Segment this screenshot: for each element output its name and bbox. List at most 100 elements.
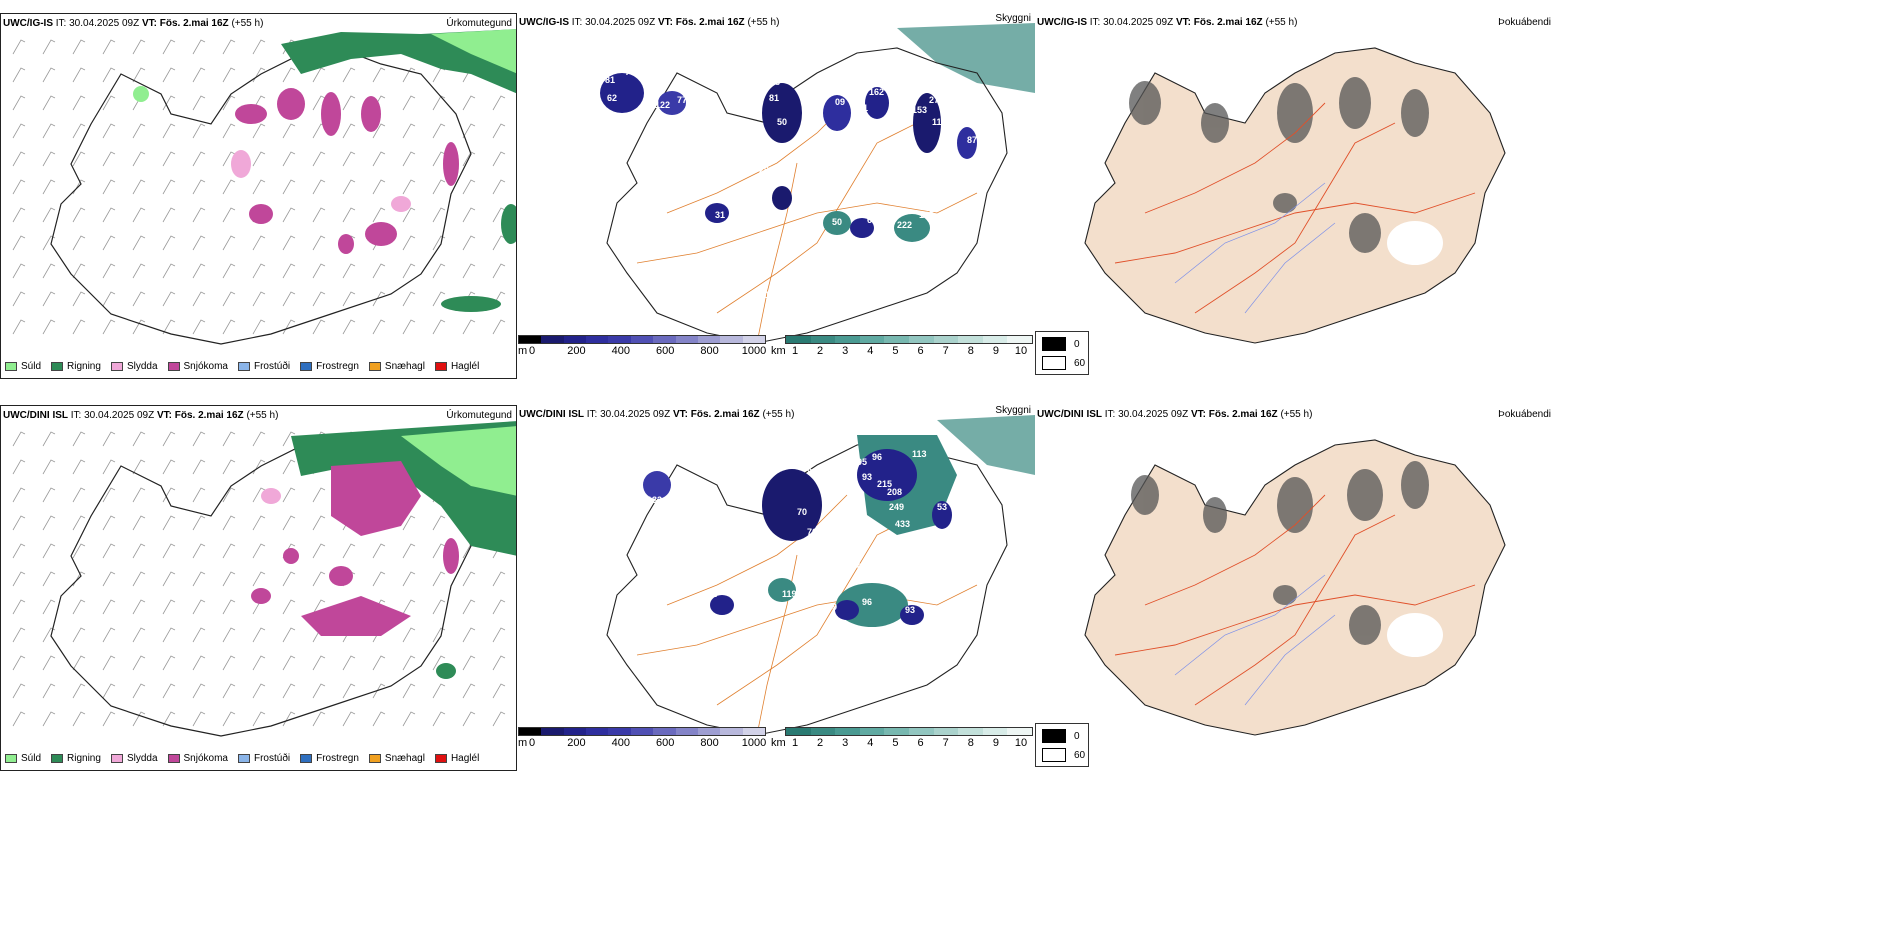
- scale-segment: [742, 728, 765, 735]
- wind-barb: [162, 151, 176, 167]
- wind-barb: [42, 179, 56, 195]
- ceiling-scale: 0 200 400 600 800 1000: [518, 335, 766, 365]
- ceiling-label: 96: [862, 597, 872, 607]
- precip-legend: Súld Rigning Slydda Snjókoma Frostúði Frostre…: [5, 753, 479, 764]
- legend-swatch: [51, 754, 64, 763]
- wind-barb: [252, 179, 266, 195]
- scale-tick-label: 1000: [741, 737, 767, 749]
- wind-barb: [342, 179, 356, 195]
- wind-barb: [462, 235, 476, 251]
- wind-barb: [12, 235, 26, 251]
- wind-barb: [432, 655, 446, 671]
- wind-barb: [402, 655, 416, 671]
- wind-barb: [102, 711, 116, 727]
- panel-title: Þokuábendi: [1498, 17, 1551, 28]
- wind-barb: [72, 627, 86, 643]
- wind-barb: [102, 431, 116, 447]
- precip-map: [12, 29, 516, 345]
- scale-segment: [675, 728, 698, 735]
- wind-barb: [462, 319, 476, 335]
- wind-barb: [132, 207, 146, 223]
- wind-barb: [432, 291, 446, 307]
- wind-barb: [372, 683, 386, 699]
- ceiling-label: 50: [832, 217, 842, 227]
- wind-barb: [402, 291, 416, 307]
- wind-barb: [252, 39, 266, 55]
- wind-barb: [42, 487, 56, 503]
- wind-barb: [12, 39, 26, 55]
- wind-barb: [462, 151, 476, 167]
- legend-label: Slydda: [126, 361, 158, 372]
- wind-barb: [192, 95, 206, 111]
- wind-barb: [72, 151, 86, 167]
- wind-barb: [312, 95, 326, 111]
- scale-tick-label: 1000: [741, 345, 767, 357]
- scale-tick-label: 800: [700, 737, 719, 749]
- wind-barb: [12, 711, 26, 727]
- wind-barb: [402, 515, 416, 531]
- wind-barb: [342, 655, 356, 671]
- scale-tick-label: 400: [611, 345, 630, 357]
- wind-barb: [492, 151, 506, 167]
- wind-barb: [12, 683, 26, 699]
- scale-segment: [630, 336, 654, 343]
- wind-barb: [492, 319, 506, 335]
- legend-label: Frostúði: [253, 361, 291, 372]
- ceiling-areas: [643, 435, 957, 627]
- wind-barb: [162, 263, 176, 279]
- ceiling-areas: [600, 73, 977, 242]
- scale-segment: [908, 336, 934, 343]
- wind-barb: [462, 123, 476, 139]
- wind-barb: [162, 207, 176, 223]
- visibility-unit: km: [771, 345, 786, 357]
- scale-segment: [958, 336, 983, 343]
- wind-barb: [72, 67, 86, 83]
- scale-tick-label: 5: [892, 737, 899, 749]
- wind-barb: [222, 711, 236, 727]
- wind-barb: [72, 319, 86, 335]
- wind-barb: [222, 263, 236, 279]
- wind-barb: [312, 179, 326, 195]
- wind-barb: [492, 123, 506, 139]
- wind-barb: [402, 543, 416, 559]
- iceland-land: [1084, 439, 1506, 736]
- wind-barb: [402, 599, 416, 615]
- ceiling-label: 433: [895, 519, 910, 529]
- legend-swatch: [368, 754, 381, 763]
- wind-barb: [462, 179, 476, 195]
- wind-barb: [432, 207, 446, 223]
- wind-barb: [192, 487, 206, 503]
- wind-barb: [282, 599, 296, 615]
- wind-barb: [312, 487, 326, 503]
- wind-barb: [42, 263, 56, 279]
- legend-swatch: [5, 754, 17, 763]
- wind-barb: [72, 39, 86, 55]
- ceiling-label: 70: [625, 67, 635, 77]
- wind-barb: [42, 151, 56, 167]
- wind-barb: [312, 291, 326, 307]
- wind-barb: [132, 39, 146, 55]
- scale-segment: [519, 336, 542, 343]
- scale-tick-label: 400: [611, 737, 630, 749]
- wind-barb: [102, 571, 116, 587]
- ceiling-label: 59: [827, 602, 837, 612]
- wind-barb: [402, 67, 416, 83]
- scale-segment: [835, 728, 860, 735]
- legend-item: Súld: [5, 753, 41, 764]
- wind-barb: [222, 235, 236, 251]
- wind-barb: [492, 95, 506, 111]
- ceiling-label: 27: [929, 95, 939, 105]
- legend-label: Súld: [21, 753, 42, 764]
- wind-barb: [102, 67, 116, 83]
- wind-barb: [342, 95, 356, 111]
- wind-barb: [312, 599, 326, 615]
- fog-panel-row2: UWC/DINI ISL IT: 30.04.2025 09Z VT: Fös.…: [1035, 405, 1555, 771]
- fog-legend-dark: [1042, 337, 1066, 351]
- fog-areas: [1131, 461, 1429, 645]
- wind-barb: [402, 235, 416, 251]
- wind-barb: [402, 151, 416, 167]
- wind-barb: [42, 515, 56, 531]
- wind-barb: [492, 683, 506, 699]
- river-network: [1174, 182, 1336, 314]
